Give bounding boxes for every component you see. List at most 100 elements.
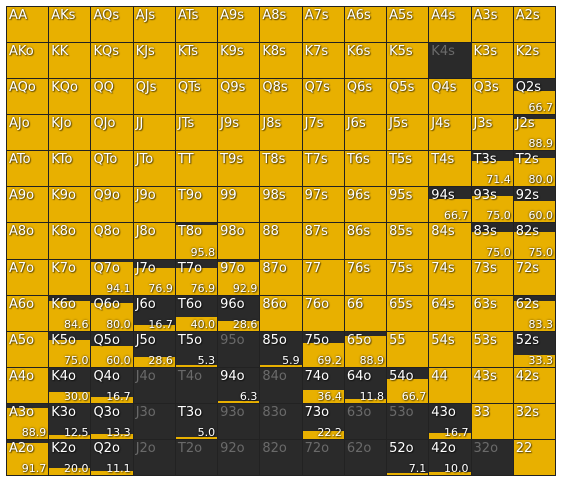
hand-cell[interactable]: K8o (49, 223, 91, 259)
hand-cell[interactable]: KQo (49, 79, 91, 115)
hand-cell[interactable]: J8s (260, 115, 302, 151)
hand-cell[interactable]: J9s (218, 115, 260, 151)
hand-cell[interactable]: 95o (218, 331, 260, 367)
hand-cell[interactable]: AJs (133, 7, 175, 43)
hand-cell[interactable]: 76o (302, 295, 344, 331)
hand-cell[interactable]: T3s 71.4 (471, 151, 513, 187)
hand-cell[interactable]: 52s 33.3 (513, 331, 555, 367)
hand-cell[interactable]: T9o (175, 187, 218, 223)
hand-cell[interactable]: 65s (387, 295, 429, 331)
hand-cell[interactable]: 63s (471, 295, 513, 331)
hand-cell[interactable]: Q8o (91, 223, 133, 259)
hand-cell[interactable]: A8o (7, 223, 49, 259)
hand-cell[interactable]: Q7s (302, 79, 344, 115)
hand-cell[interactable]: 98o (218, 223, 260, 259)
hand-cell[interactable]: K9o (49, 187, 91, 223)
hand-cell[interactable]: 93o (218, 403, 260, 439)
hand-cell[interactable]: Q5o 60.0 (91, 331, 133, 367)
hand-cell[interactable]: 43s (471, 367, 513, 403)
hand-cell[interactable]: AQs (91, 7, 133, 43)
hand-cell[interactable]: K5s (387, 43, 429, 79)
hand-cell[interactable]: T2o (175, 439, 218, 475)
hand-cell[interactable]: T2s 80.0 (513, 151, 555, 187)
hand-cell[interactable]: Q3o 13.3 (91, 403, 133, 439)
hand-cell[interactable]: Q2s 66.7 (513, 79, 555, 115)
hand-cell[interactable]: 73s (471, 259, 513, 295)
hand-cell[interactable]: K2s (513, 43, 555, 79)
hand-cell[interactable]: 52o 7.1 (387, 439, 429, 475)
hand-cell[interactable]: K9s (218, 43, 260, 79)
hand-cell[interactable]: A3o 88.9 (7, 403, 49, 439)
hand-cell[interactable]: A5s (387, 7, 429, 43)
hand-cell[interactable]: 88 (260, 223, 302, 259)
hand-cell[interactable]: 92s 60.0 (513, 187, 555, 223)
hand-cell[interactable]: A9s (218, 7, 260, 43)
hand-cell[interactable]: 53o (387, 403, 429, 439)
hand-cell[interactable]: Q4s (429, 79, 471, 115)
hand-cell[interactable]: KJo (49, 115, 91, 151)
hand-cell[interactable]: T7s (302, 151, 344, 187)
hand-cell[interactable]: 97o 92.9 (218, 259, 260, 295)
hand-cell[interactable]: 93s 75.0 (471, 187, 513, 223)
hand-cell[interactable]: J7o 76.9 (133, 259, 175, 295)
hand-cell[interactable]: T7o 76.9 (175, 259, 218, 295)
hand-cell[interactable]: 85o 5.9 (260, 331, 302, 367)
hand-cell[interactable]: 42o 10.0 (429, 439, 471, 475)
hand-cell[interactable]: K7o (49, 259, 91, 295)
hand-cell[interactable]: T6o 40.0 (175, 295, 218, 331)
hand-cell[interactable]: A7s (302, 7, 344, 43)
hand-cell[interactable]: QTo (91, 151, 133, 187)
hand-cell[interactable]: J5s (387, 115, 429, 151)
hand-cell[interactable]: 97s (302, 187, 344, 223)
hand-cell[interactable]: 32o (471, 439, 513, 475)
hand-cell[interactable]: 22 (513, 439, 555, 475)
hand-cell[interactable]: T5s (387, 151, 429, 187)
hand-cell[interactable]: 84o (260, 367, 302, 403)
hand-cell[interactable]: T3o 5.0 (175, 403, 218, 439)
hand-cell[interactable]: ATo (7, 151, 49, 187)
hand-cell[interactable]: 74s (429, 259, 471, 295)
hand-cell[interactable]: JJ (133, 115, 175, 151)
hand-cell[interactable]: Q6s (344, 79, 387, 115)
hand-cell[interactable]: A8s (260, 7, 302, 43)
hand-cell[interactable]: J3s (471, 115, 513, 151)
hand-cell[interactable]: JTs (175, 115, 218, 151)
hand-cell[interactable]: 95s (387, 187, 429, 223)
hand-cell[interactable]: 86o (260, 295, 302, 331)
hand-cell[interactable]: A6o (7, 295, 49, 331)
hand-cell[interactable]: 32s (513, 403, 555, 439)
hand-cell[interactable]: 75s (387, 259, 429, 295)
hand-cell[interactable]: 86s (344, 223, 387, 259)
hand-cell[interactable]: 94s 66.7 (429, 187, 471, 223)
hand-cell[interactable]: JTo (133, 151, 175, 187)
hand-cell[interactable]: AKo (7, 43, 49, 79)
hand-cell[interactable]: 82s 75.0 (513, 223, 555, 259)
hand-cell[interactable]: 96s (344, 187, 387, 223)
hand-cell[interactable]: A4s (429, 7, 471, 43)
hand-cell[interactable]: K4o 30.0 (49, 367, 91, 403)
hand-cell[interactable]: 63o (344, 403, 387, 439)
hand-cell[interactable]: AKs (49, 7, 91, 43)
hand-cell[interactable]: A9o (7, 187, 49, 223)
hand-cell[interactable]: 92o (218, 439, 260, 475)
hand-cell[interactable]: KQs (91, 43, 133, 79)
hand-cell[interactable]: KK (49, 43, 91, 79)
hand-cell[interactable]: J4s (429, 115, 471, 151)
hand-cell[interactable]: K7s (302, 43, 344, 79)
hand-cell[interactable]: QJo (91, 115, 133, 151)
hand-cell[interactable]: J6o 16.7 (133, 295, 175, 331)
hand-cell[interactable]: K8s (260, 43, 302, 79)
hand-cell[interactable]: J5o 28.6 (133, 331, 175, 367)
hand-cell[interactable]: 82o (260, 439, 302, 475)
hand-cell[interactable]: 54o 66.7 (387, 367, 429, 403)
hand-cell[interactable]: 84s (429, 223, 471, 259)
hand-cell[interactable]: K2o 20.0 (49, 439, 91, 475)
hand-cell[interactable]: ATs (175, 7, 218, 43)
hand-cell[interactable]: 75o 69.2 (302, 331, 344, 367)
hand-cell[interactable]: AJo (7, 115, 49, 151)
hand-cell[interactable]: 87o (260, 259, 302, 295)
hand-cell[interactable]: 55 (387, 331, 429, 367)
hand-cell[interactable]: 87s (302, 223, 344, 259)
hand-cell[interactable]: T8o 95.8 (175, 223, 218, 259)
hand-cell[interactable]: T5o 5.3 (175, 331, 218, 367)
